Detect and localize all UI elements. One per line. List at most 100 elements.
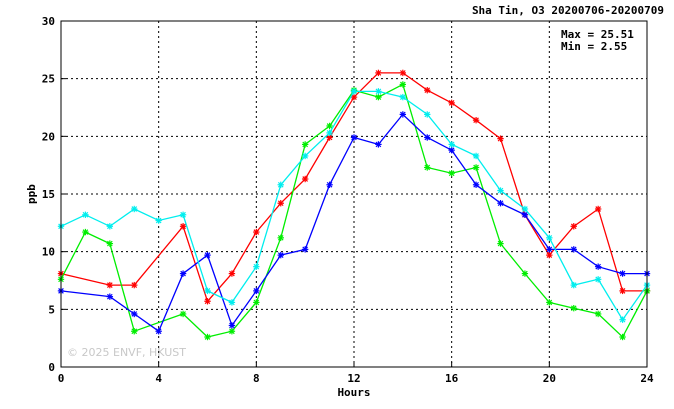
min-stat: Min = 2.55: [561, 40, 627, 53]
y-tick-label: 10: [42, 246, 55, 259]
data-point-marker: [204, 298, 211, 305]
y-tick-label: 25: [42, 73, 55, 86]
data-point-marker: [521, 211, 529, 218]
data-point-marker: [204, 251, 211, 259]
series-group: [57, 69, 651, 341]
data-point-marker: [131, 310, 138, 318]
data-point-marker: [619, 316, 626, 323]
data-point-marker: [497, 135, 504, 142]
data-point-marker: [424, 111, 431, 118]
data-point-marker: [277, 200, 284, 207]
data-point-marker: [253, 263, 260, 270]
data-point-marker: [594, 263, 602, 270]
data-point-marker: [594, 205, 602, 213]
data-point-marker: [106, 293, 114, 300]
data-point-marker: [350, 93, 358, 101]
data-point-marker: [375, 88, 382, 95]
data-point-marker: [301, 175, 309, 183]
data-point-marker: [546, 299, 553, 306]
data-point-marker: [179, 223, 187, 230]
max-stat: Max = 25.51: [561, 28, 634, 41]
data-point-marker: [350, 134, 358, 141]
series-line: [60, 83, 648, 339]
y-tick-label: 30: [42, 15, 55, 28]
data-point-marker: [277, 181, 284, 188]
data-point-marker: [521, 205, 529, 213]
data-point-marker: [472, 164, 480, 171]
y-tick-label: 5: [48, 303, 55, 316]
data-point-marker: [350, 88, 358, 95]
grid: [61, 21, 647, 367]
data-point-marker: [179, 270, 187, 277]
data-point-marker: [619, 287, 626, 295]
data-point-marker: [497, 240, 504, 247]
data-point-marker: [301, 246, 309, 253]
data-point-marker: [448, 99, 455, 107]
data-point-marker: [424, 134, 431, 141]
series-2: [57, 81, 651, 341]
data-point-marker: [497, 200, 504, 207]
x-tick-label: 8: [253, 372, 260, 385]
x-tick-label: 0: [58, 372, 65, 385]
data-point-marker: [277, 251, 284, 259]
data-point-marker: [253, 228, 260, 236]
data-point-marker: [497, 187, 504, 194]
data-point-marker: [472, 152, 480, 160]
data-point-marker: [155, 328, 162, 335]
data-point-marker: [448, 141, 455, 148]
x-tick-label: 12: [347, 372, 360, 385]
data-point-marker: [619, 270, 626, 277]
data-point-marker: [570, 281, 577, 289]
data-point-marker: [546, 251, 553, 259]
data-point-marker: [277, 234, 284, 242]
chart-title: Sha Tin, O3 20200706-20200709: [472, 4, 664, 17]
y-tick-label: 15: [42, 188, 55, 201]
series-line: [60, 90, 648, 321]
data-point-marker: [131, 205, 138, 213]
data-point-marker: [82, 228, 89, 236]
data-point-marker: [204, 333, 211, 341]
data-point-marker: [228, 328, 236, 335]
data-point-marker: [594, 276, 602, 283]
data-point-marker: [326, 181, 333, 188]
data-point-marker: [521, 270, 529, 277]
data-point-marker: [472, 181, 480, 188]
data-point-marker: [253, 287, 260, 295]
data-point-marker: [399, 81, 407, 88]
data-point-marker: [375, 141, 382, 148]
data-point-marker: [179, 211, 187, 218]
data-point-marker: [155, 217, 162, 224]
data-point-marker: [570, 304, 577, 312]
x-tick-label: 4: [155, 372, 162, 385]
data-point-marker: [326, 134, 333, 141]
data-point-marker: [131, 281, 138, 289]
data-point-marker: [301, 141, 309, 148]
x-tick-label: 24: [640, 372, 654, 385]
data-point-marker: [228, 322, 236, 329]
data-point-marker: [106, 281, 114, 289]
x-tick-label: 20: [543, 372, 556, 385]
data-point-marker: [82, 211, 89, 218]
data-point-marker: [546, 246, 553, 253]
x-tick-label: 16: [445, 372, 459, 385]
data-point-marker: [594, 310, 602, 318]
data-point-marker: [619, 333, 626, 341]
data-point-marker: [253, 299, 260, 306]
x-axis-label: Hours: [337, 386, 370, 399]
y-tick-label: 20: [42, 130, 55, 143]
data-point-marker: [326, 129, 333, 137]
series-line: [60, 113, 647, 333]
data-point-marker: [228, 270, 236, 277]
data-point-marker: [399, 93, 407, 101]
data-point-marker: [131, 328, 138, 335]
data-point-marker: [424, 87, 431, 94]
data-point-marker: [301, 152, 309, 160]
data-point-marker: [228, 299, 236, 306]
watermark: © 2025 ENVF, HKUST: [67, 346, 186, 359]
data-point-marker: [399, 69, 407, 77]
data-point-marker: [375, 93, 382, 101]
data-point-marker: [546, 234, 553, 242]
y-axis-label: ppb: [25, 184, 38, 204]
data-point-marker: [570, 223, 577, 230]
data-point-marker: [448, 146, 455, 154]
